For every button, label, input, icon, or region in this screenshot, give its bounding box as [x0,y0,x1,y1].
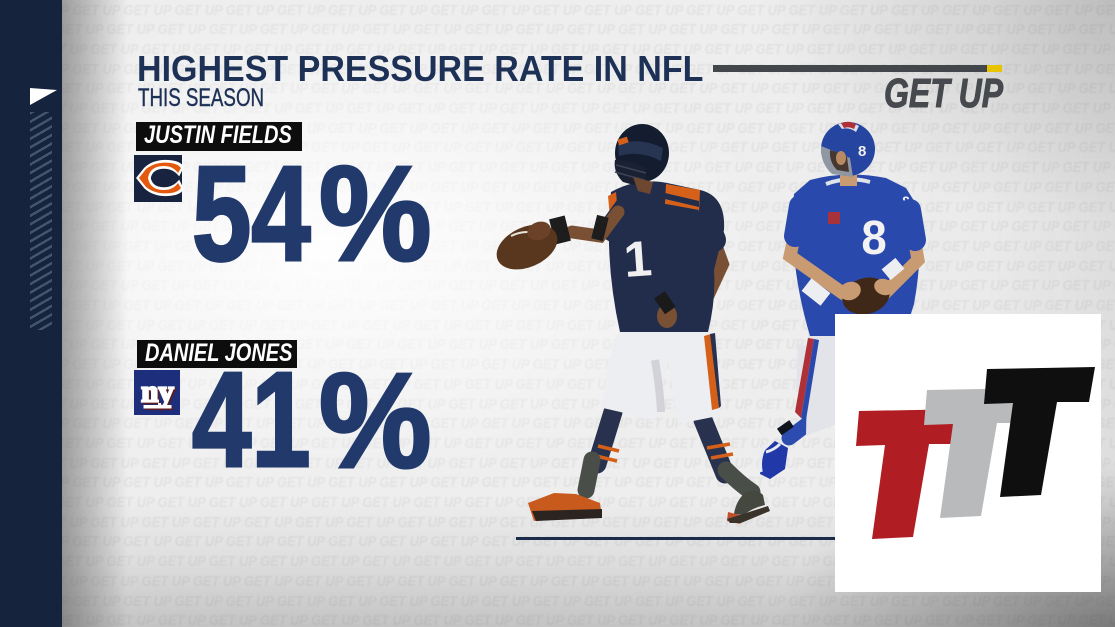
svg-text:ny: ny [141,374,174,409]
svg-text:1: 1 [622,230,654,288]
svg-text:ny: ny [143,375,176,410]
svg-text:8: 8 [861,211,886,264]
svg-text:8: 8 [858,143,866,160]
